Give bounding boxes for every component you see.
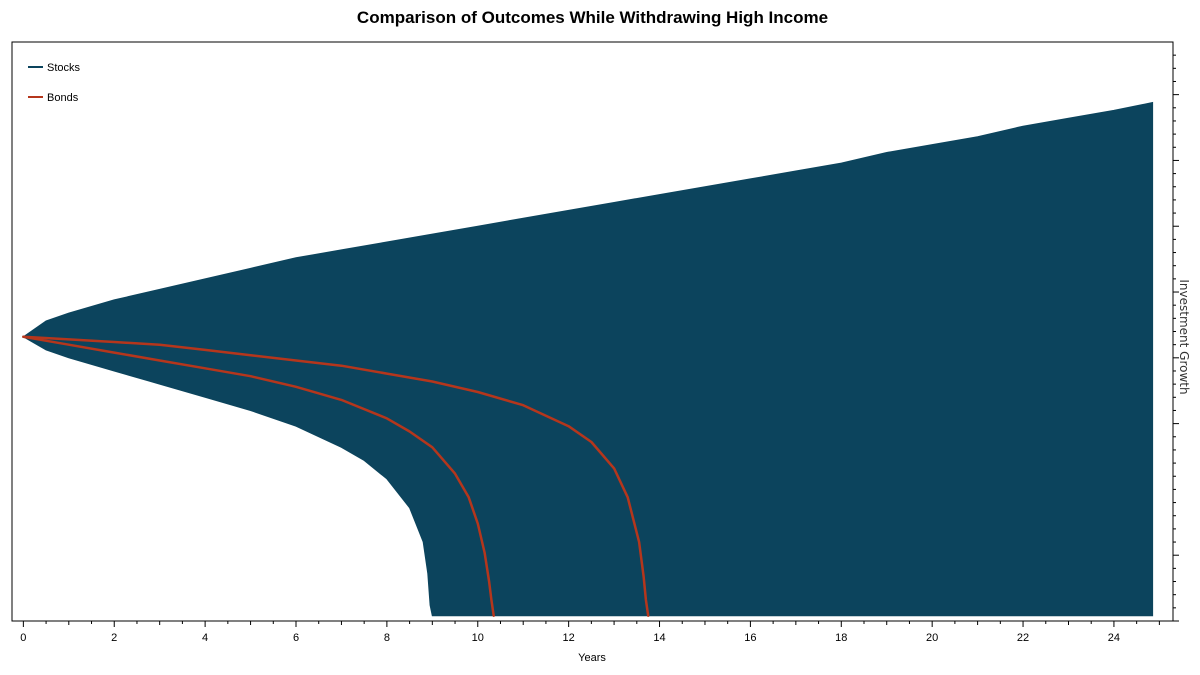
x-tick-label: 24: [1108, 632, 1120, 644]
x-tick-label: 20: [926, 632, 938, 644]
legend: Stocks Bonds: [28, 62, 81, 104]
x-tick-label: 2: [111, 632, 117, 644]
x-tick-label: 6: [293, 632, 299, 644]
y-axis: [1173, 54, 1179, 622]
x-tick-label: 4: [202, 632, 208, 644]
bonds-line-1: [22, 335, 495, 617]
x-tick-label: 0: [20, 632, 26, 644]
chart-title: Comparison of Outcomes While Withdrawing…: [356, 8, 829, 27]
x-tick-label: 8: [384, 632, 390, 644]
x-axis: 0 2 4 6 8 10 12 14 16 18 20 22 24: [20, 621, 1160, 644]
x-tick-label: 14: [653, 632, 665, 644]
legend-label-bonds: Bonds: [47, 92, 79, 104]
x-tick-label: 22: [1017, 632, 1029, 644]
bonds-series: [22, 335, 650, 617]
stocks-series: [22, 101, 1154, 617]
x-tick-label: 18: [835, 632, 847, 644]
stocks-band: [22, 101, 1154, 617]
bonds-line-2: [22, 335, 650, 617]
y-axis-label: Investment Growth: [1177, 279, 1191, 394]
x-axis-label: Years: [578, 652, 606, 664]
legend-label-stocks: Stocks: [47, 62, 81, 74]
x-tick-label: 16: [744, 632, 756, 644]
x-tick-label: 12: [563, 632, 575, 644]
x-tick-label: 10: [472, 632, 484, 644]
